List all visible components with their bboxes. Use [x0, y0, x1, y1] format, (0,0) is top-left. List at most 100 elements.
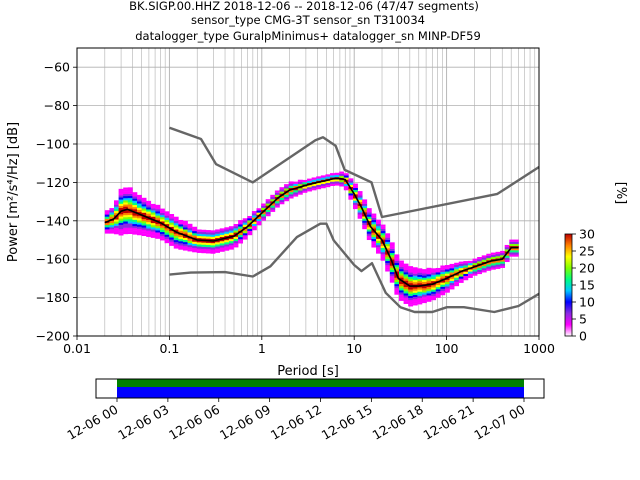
heatmap-cell: [421, 294, 427, 297]
heatmap-cell: [307, 187, 312, 190]
heatmap-cell: [435, 276, 441, 279]
heatmap-cell: [288, 183, 294, 186]
heatmap-cell: [201, 238, 207, 241]
heatmap-cell: [357, 197, 363, 200]
heatmap-cell: [109, 208, 115, 211]
heatmap-cell: [141, 233, 147, 237]
heatmap-cell: [435, 284, 441, 288]
heatmap-cell: [403, 274, 409, 277]
heatmap-cell: [242, 220, 248, 223]
heatmap-cell: [435, 272, 441, 275]
heatmap-cell: [481, 255, 487, 258]
coverage-frame: [95, 378, 545, 399]
heatmap-cell: [463, 267, 469, 270]
heatmap-cell: [417, 274, 423, 277]
heatmap-cell: [394, 254, 400, 257]
colorbar-ticks: 0 5 10 15 20 25 30: [572, 227, 595, 344]
heatmap-cell: [297, 183, 303, 187]
heatmap-cell: [472, 273, 478, 276]
heatmap-cell: [509, 254, 515, 257]
coverage-bar-top: [117, 379, 524, 387]
heatmap-cell: [490, 263, 496, 266]
noise-model-low-line: [169, 222, 540, 314]
heatmap-cell: [366, 218, 372, 222]
heatmap-cell: [109, 231, 115, 234]
heatmap-cell: [114, 229, 119, 233]
heatmap-cell: [495, 264, 501, 267]
heatmap-cell: [348, 178, 354, 181]
heatmap-cell: [104, 227, 110, 230]
heatmap-cell: [403, 295, 409, 298]
heatmap-cell: [311, 188, 317, 191]
heatmap-cell: [127, 189, 133, 192]
heatmap-cell: [408, 304, 414, 307]
heatmap-cell: [490, 267, 496, 270]
heatmap-cell: [444, 279, 450, 283]
heatmap-cell: [173, 216, 179, 220]
heatmap-cell: [426, 267, 432, 271]
heatmap-cell: [302, 179, 308, 183]
heatmap-cell: [426, 269, 432, 273]
heatmap-cell: [376, 221, 381, 225]
coverage-tick-label: 12-06 09: [217, 402, 273, 443]
heatmap-cell: [109, 214, 115, 217]
heatmap-cell: [440, 267, 446, 270]
heatmap-cell: [307, 180, 312, 184]
heatmap-cell: [353, 202, 358, 205]
heatmap-cell: [238, 224, 244, 227]
heatmap-cell: [187, 232, 193, 235]
heatmap-cell: [343, 183, 349, 187]
heatmap-cell: [127, 214, 133, 218]
heatmap-cell: [403, 272, 409, 275]
heatmap-cell: [339, 182, 345, 185]
heatmap-cell: [431, 278, 437, 282]
heatmap-cell: [123, 214, 129, 218]
heatmap-cell: [426, 291, 432, 294]
heatmap-cell: [472, 271, 478, 274]
colorbar-label: [%]: [613, 182, 628, 205]
heatmap-cell: [238, 241, 244, 244]
heatmap-cell: [178, 236, 184, 240]
heatmap-cell: [362, 226, 368, 230]
heatmap-cell: [362, 216, 368, 219]
heatmap-cell: [169, 218, 175, 221]
heatmap-cell: [444, 269, 450, 272]
heatmap-cell: [118, 190, 124, 194]
heatmap-cell: [362, 209, 368, 213]
heatmap-cell: [104, 224, 110, 228]
heatmap-cell: [417, 291, 423, 294]
heatmap-cell: [284, 184, 289, 187]
heatmap-cell: [132, 213, 138, 216]
heatmap-cell: [398, 266, 404, 270]
heatmap-cell: [136, 199, 142, 202]
heatmap-cell: [513, 254, 519, 257]
heatmap-cell: [155, 230, 161, 233]
heatmap-cell: [201, 248, 207, 252]
y-axis-ticks: −60 −80 −100 −120 −140 −160 −180 −200: [36, 60, 77, 344]
heatmap-cell: [408, 276, 414, 279]
heatmap-cell: [192, 241, 198, 244]
heatmap-cell: [362, 201, 368, 204]
heatmap-cell: [187, 228, 193, 231]
heatmap-cell: [467, 262, 473, 266]
heatmap-cell: [141, 208, 147, 211]
heatmap-cell: [500, 261, 506, 264]
heatmap-cell: [440, 292, 446, 296]
heatmap-cell: [449, 282, 455, 286]
heatmap-cell: [302, 188, 308, 191]
heatmap-cell: [251, 225, 257, 229]
heatmap-cell: [178, 245, 184, 248]
heatmap-cell: [412, 298, 418, 302]
heatmap-cell: [118, 220, 124, 223]
heatmap-cell: [146, 219, 152, 223]
heatmap-cell: [118, 216, 124, 219]
heatmap-cell: [224, 227, 230, 230]
heatmap-cell: [394, 260, 400, 264]
heatmap-cell: [426, 276, 432, 279]
heatmap-cell: [431, 289, 437, 292]
heatmap-cell: [136, 218, 142, 221]
heatmap-cell: [238, 239, 244, 242]
heatmap-cell: [426, 286, 432, 290]
heatmap-cell: [477, 257, 483, 260]
heatmap-cell: [114, 206, 119, 209]
